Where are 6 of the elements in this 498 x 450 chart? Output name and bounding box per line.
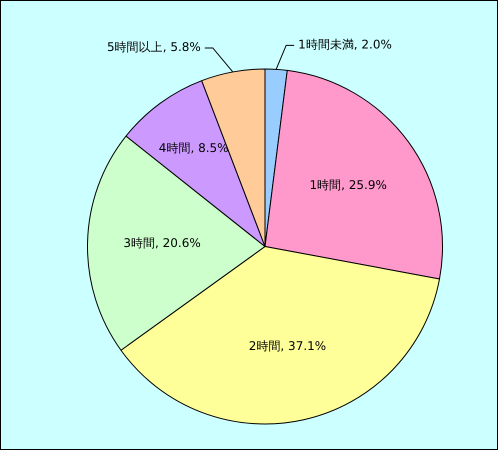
slice-label: 3時間, 20.6% [123,236,201,250]
slice-label: 5時間以上, 5.8% [107,40,201,54]
slice-label: 1時間, 25.9% [309,178,387,192]
slice-label: 2時間, 37.1% [248,339,326,354]
slice-label: 4時間, 8.5% [158,141,229,156]
slice-label: 1時間未満, 2.0% [298,37,392,52]
